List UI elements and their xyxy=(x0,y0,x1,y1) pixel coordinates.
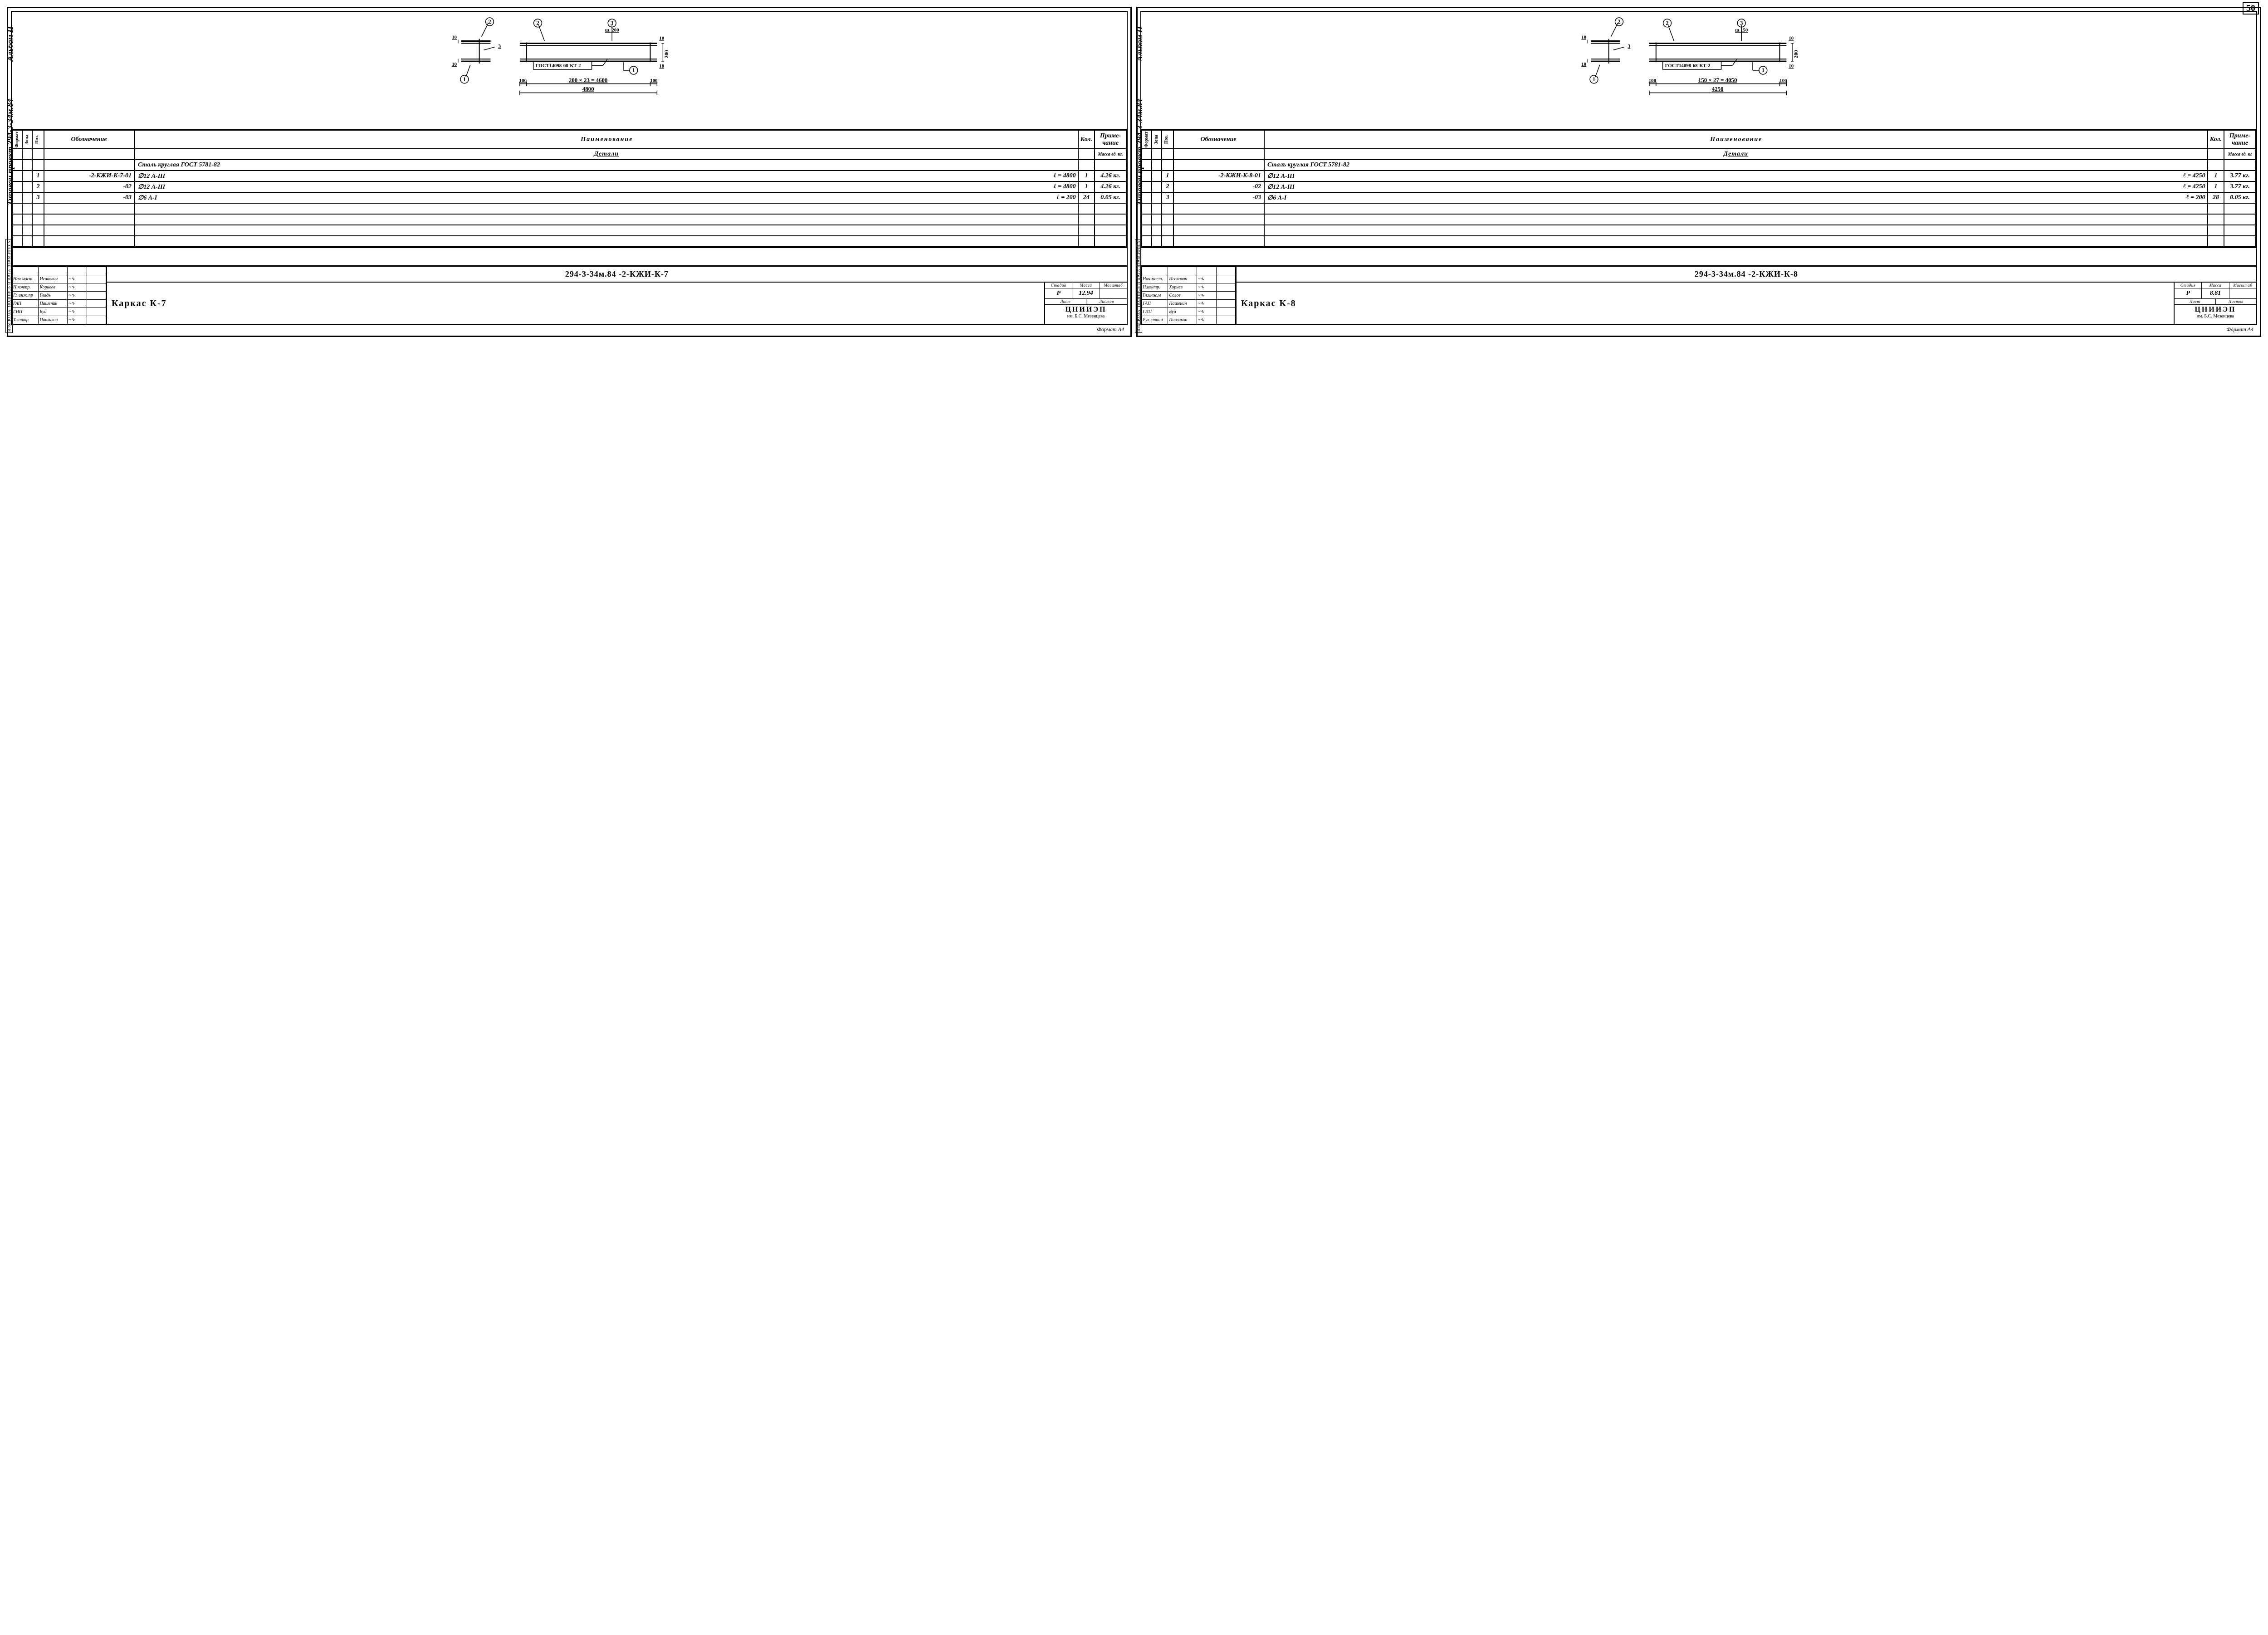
sheet-1: Альбом II Типовой проект 294-3-34м.84 ИЗ… xyxy=(1136,7,2261,337)
parts-row-empty xyxy=(1142,214,2256,225)
role-row: Нач.маст.Исакович ~∿ xyxy=(12,275,106,283)
svg-text:ГОСТ14098-68-КТ-2: ГОСТ14098-68-КТ-2 xyxy=(536,63,581,68)
svg-text:100: 100 xyxy=(650,78,658,83)
role-row: Гл.инж.прГладь ~∿ xyxy=(12,292,106,300)
svg-text:1: 1 xyxy=(632,67,635,73)
parts-section: Детали Масса ед. кг. xyxy=(12,149,1126,160)
parts-row: 2 -02 ∅12 А-IIIℓ = 4800 1 4.26 кг. xyxy=(12,181,1126,192)
doc-number: 294-3-34м.84 -2-КЖИ-К-7 xyxy=(107,267,1127,283)
role-row: Рук.станиПавликов ~∿ xyxy=(1142,316,1236,324)
role-row: ГАППашенин ~∿ xyxy=(1142,300,1236,308)
svg-text:3: 3 xyxy=(1740,20,1743,26)
svg-text:2: 2 xyxy=(1666,20,1668,26)
drawing-area: 2 3 1 10 10 ГОСТ14098-68-КТ-2 xyxy=(1141,12,2256,130)
parts-row-empty xyxy=(1142,236,2256,247)
parts-row: 3 -03 ∅6 А-Iℓ = 200 28 0.05 кг. xyxy=(1142,192,2256,203)
title-roles: Нач.маст.Исакович ~∿ Н.контр.Хорнев ~∿ Г… xyxy=(1141,267,1237,324)
role-row: ГИПБуй ~∿ xyxy=(12,308,106,316)
svg-text:2: 2 xyxy=(488,19,491,25)
svg-text:10: 10 xyxy=(452,35,457,40)
role-row: Гл.инж.мСолое ~∿ xyxy=(1142,292,1236,300)
parts-row: 1 -2-КЖИ-К-7-01 ∅12 А-IIIℓ = 4800 1 4.26… xyxy=(12,171,1126,181)
role-row: Т.контрПавликов ~∿ xyxy=(12,316,106,324)
svg-text:4250: 4250 xyxy=(1712,86,1724,93)
role-row: ГИПБуй ~∿ xyxy=(1142,308,1236,316)
spacer xyxy=(12,247,1127,265)
svg-text:100: 100 xyxy=(519,78,527,83)
svg-text:100: 100 xyxy=(1779,78,1787,83)
org: ЦНИИЭП им. Б.С. Мезенцева xyxy=(1045,305,1127,320)
parts-row-empty xyxy=(12,225,1126,236)
role-row: Н.контр.Хорнев ~∿ xyxy=(1142,283,1236,292)
parts-row-empty xyxy=(12,236,1126,247)
page: 50 Альбом II Типовой проект 294-3-34м.84… xyxy=(7,7,2261,337)
parts-row-empty xyxy=(12,214,1126,225)
svg-text:10: 10 xyxy=(1789,63,1794,69)
svg-text:1: 1 xyxy=(463,76,466,83)
title-block: Нач.маст.Исакович ~∿ Н.контр.Корнеев ~∿ … xyxy=(12,265,1127,324)
side-vert-table: ИЗМ.КОЗА. ПОДПИСЬ И ДАТА ВЗАМ.ИНВ.N xyxy=(1135,239,1142,333)
svg-text:10: 10 xyxy=(659,63,664,69)
org: ЦНИИЭП им. Б.С. Мезенцева xyxy=(2175,305,2256,320)
svg-text:100: 100 xyxy=(1649,78,1657,83)
svg-text:10: 10 xyxy=(1581,35,1586,40)
role-row: ГАППашенин ~∿ xyxy=(12,300,106,308)
parts-header: Формат Зона Поз. Обозначение Наименовани… xyxy=(1142,130,2256,149)
doc-number: 294-3-34м.84 -2-КЖИ-К-8 xyxy=(1237,267,2256,283)
svg-text:10: 10 xyxy=(659,36,664,41)
drawing-title: Каркас К-7 xyxy=(107,283,1045,324)
role-row: Нач.маст.Исакович ~∿ xyxy=(1142,275,1236,283)
title-info: Стадия Масса Масштаб Р 8.81 Лист xyxy=(2175,283,2256,324)
frame: 2 3 1 10 10 ГОСТ14098-68-КТ-2 xyxy=(1140,11,2257,325)
svg-text:2: 2 xyxy=(536,20,539,26)
parts-row: 2 -02 ∅12 А-IIIℓ = 4250 1 3.77 кг. xyxy=(1142,181,2256,192)
parts-row: 3 -03 ∅6 А-Iℓ = 200 24 0.05 кг. xyxy=(12,192,1126,203)
parts-steel: Сталь круглая ГОСТ 5781-82 xyxy=(1142,160,2256,171)
svg-text:ГОСТ14098-68-КТ-2: ГОСТ14098-68-КТ-2 xyxy=(1665,63,1711,68)
drawing-svg: 2 3 1 10 10 ГОСТ14098-68-КТ-2 xyxy=(16,16,1122,124)
drawing-svg: 2 3 1 10 10 ГОСТ14098-68-КТ-2 xyxy=(1146,16,2252,124)
parts-table: Формат Зона Поз. Обозначение Наименовани… xyxy=(12,130,1127,247)
side-vert-table: ИЗМ.КОЗА. ПОДПИСЬ И ДАТА ВЗАМ.ИНВ.N xyxy=(5,239,13,333)
svg-text:ш. 200: ш. 200 xyxy=(605,28,620,33)
svg-text:3: 3 xyxy=(611,20,613,26)
svg-text:150 × 27 = 4050: 150 × 27 = 4050 xyxy=(1698,77,1737,83)
sheet-0: Альбом II Типовой проект 294-3-34м.84 ИЗ… xyxy=(7,7,1132,337)
format-note: Формат А4 xyxy=(1140,325,2257,333)
title-info: Стадия Масса Масштаб Р 12.94 Лист xyxy=(1045,283,1127,324)
parts-header: Формат Зона Поз. Обозначение Наименовани… xyxy=(12,130,1126,149)
svg-text:10: 10 xyxy=(452,62,457,67)
spacer xyxy=(1141,247,2256,265)
title-roles: Нач.маст.Исакович ~∿ Н.контр.Корнеев ~∿ … xyxy=(12,267,107,324)
parts-section: Детали Масса ед. кг xyxy=(1142,149,2256,160)
svg-text:4800: 4800 xyxy=(582,86,594,93)
svg-text:3: 3 xyxy=(498,43,501,49)
parts-row-empty xyxy=(1142,225,2256,236)
title-block: Нач.маст.Исакович ~∿ Н.контр.Хорнев ~∿ Г… xyxy=(1141,265,2256,324)
frame: 2 3 1 10 10 ГОСТ14098-68-КТ-2 xyxy=(11,11,1128,325)
svg-text:1: 1 xyxy=(1593,76,1595,83)
role-row: Н.контр.Корнеев ~∿ xyxy=(12,283,106,292)
svg-text:10: 10 xyxy=(1789,36,1794,41)
format-note: Формат А4 xyxy=(11,325,1128,333)
svg-text:200: 200 xyxy=(663,50,670,58)
drawing-area: 2 3 1 10 10 ГОСТ14098-68-КТ-2 xyxy=(12,12,1127,130)
parts-row: 1 -2-КЖИ-К-8-01 ∅12 А-IIIℓ = 4250 1 3.77… xyxy=(1142,171,2256,181)
svg-text:200 × 23 = 4600: 200 × 23 = 4600 xyxy=(569,77,608,83)
svg-text:10: 10 xyxy=(1581,62,1586,67)
drawing-title: Каркас К-8 xyxy=(1237,283,2175,324)
svg-text:200: 200 xyxy=(1793,50,1799,58)
parts-row-empty xyxy=(1142,203,2256,214)
svg-text:2: 2 xyxy=(1618,19,1620,25)
parts-table: Формат Зона Поз. Обозначение Наименовани… xyxy=(1141,130,2256,247)
parts-row-empty xyxy=(12,203,1126,214)
svg-text:ш.150: ш.150 xyxy=(1735,28,1748,33)
svg-text:1: 1 xyxy=(1762,67,1765,73)
parts-steel: Сталь круглая ГОСТ 5781-82 xyxy=(12,160,1126,171)
svg-text:3: 3 xyxy=(1628,43,1630,49)
